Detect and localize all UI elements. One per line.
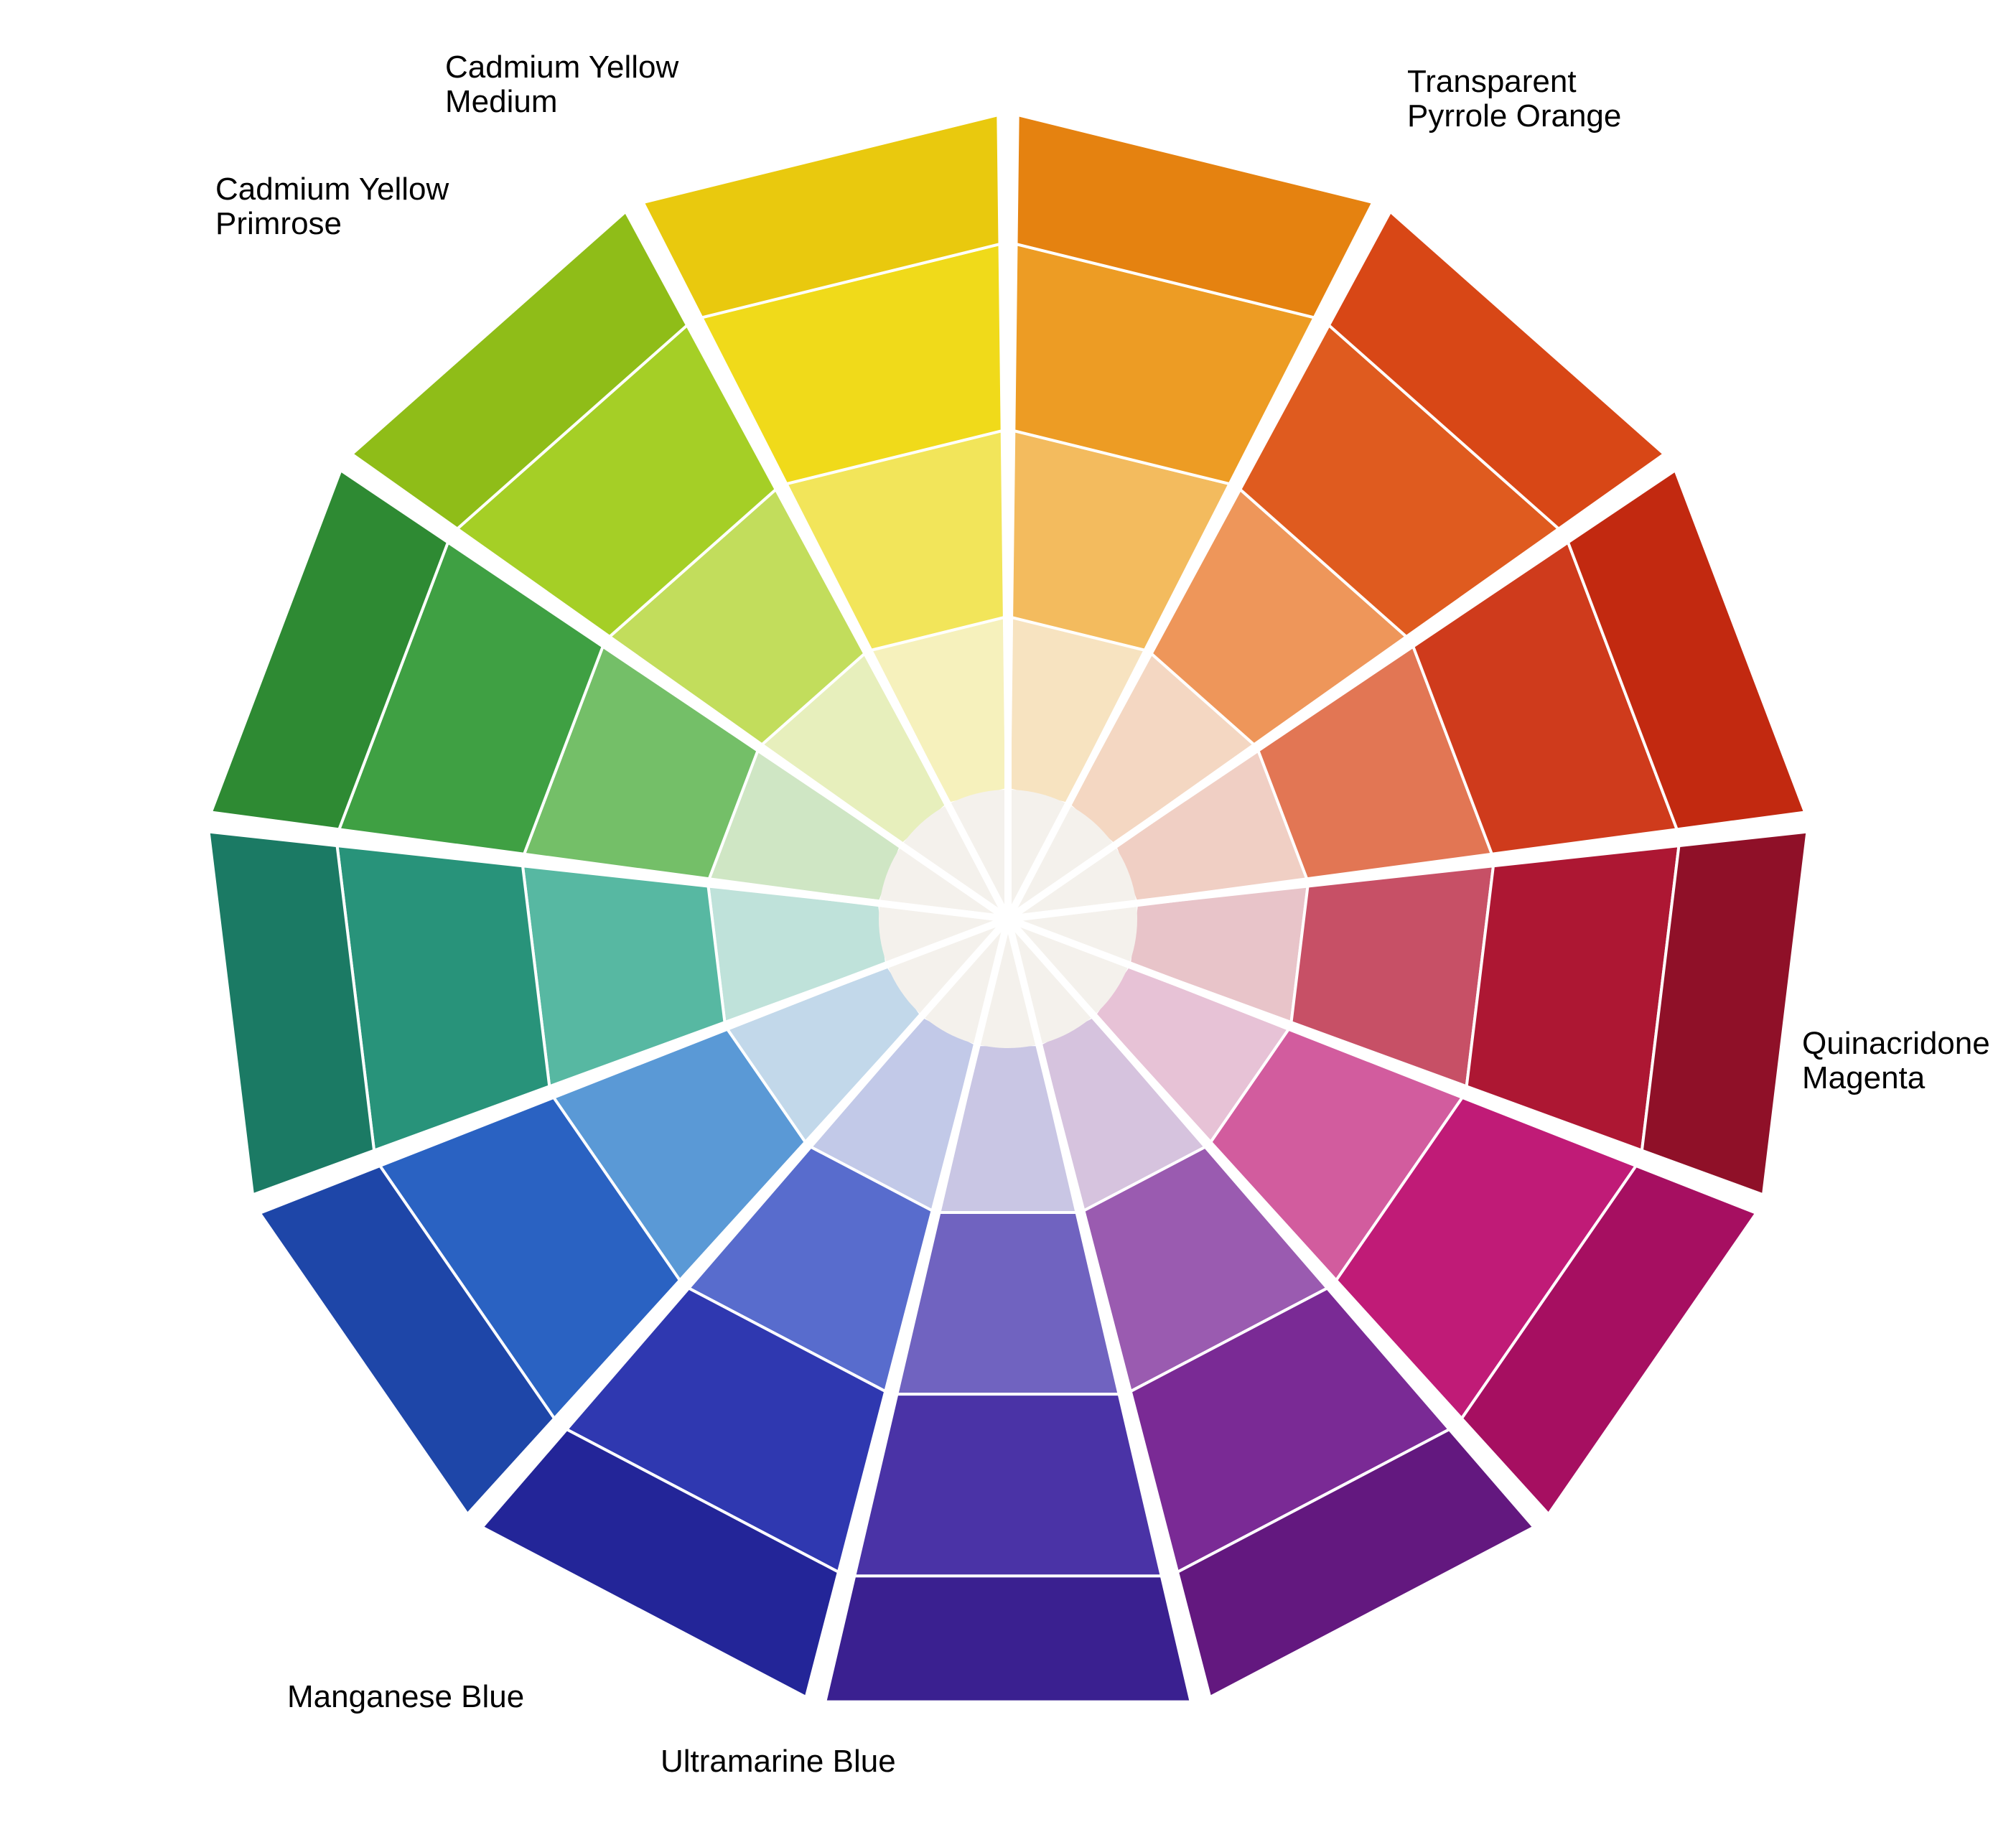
label-cad-yellow-medium: Cadmium Yellow Medium	[445, 50, 678, 120]
wedge-blue-violet-ring-2	[854, 1394, 1162, 1576]
wedge-blue-violet-ring-3	[825, 1576, 1190, 1701]
color-wheel	[0, 0, 2016, 1832]
label-cad-yellow-primrose: Cadmium Yellow Primrose	[215, 172, 449, 242]
label-ultramarine: Ultramarine Blue	[661, 1744, 896, 1779]
label-manganese-blue: Manganese Blue	[287, 1680, 524, 1714]
label-pyrrole-orange: Transparent Pyrrole Orange	[1407, 65, 1621, 134]
color-wheel-diagram: Cadmium Yellow Medium Cadmium Yellow Prim…	[0, 0, 2016, 1832]
label-quin-magenta: Quinacridone Magenta	[1802, 1027, 1990, 1096]
